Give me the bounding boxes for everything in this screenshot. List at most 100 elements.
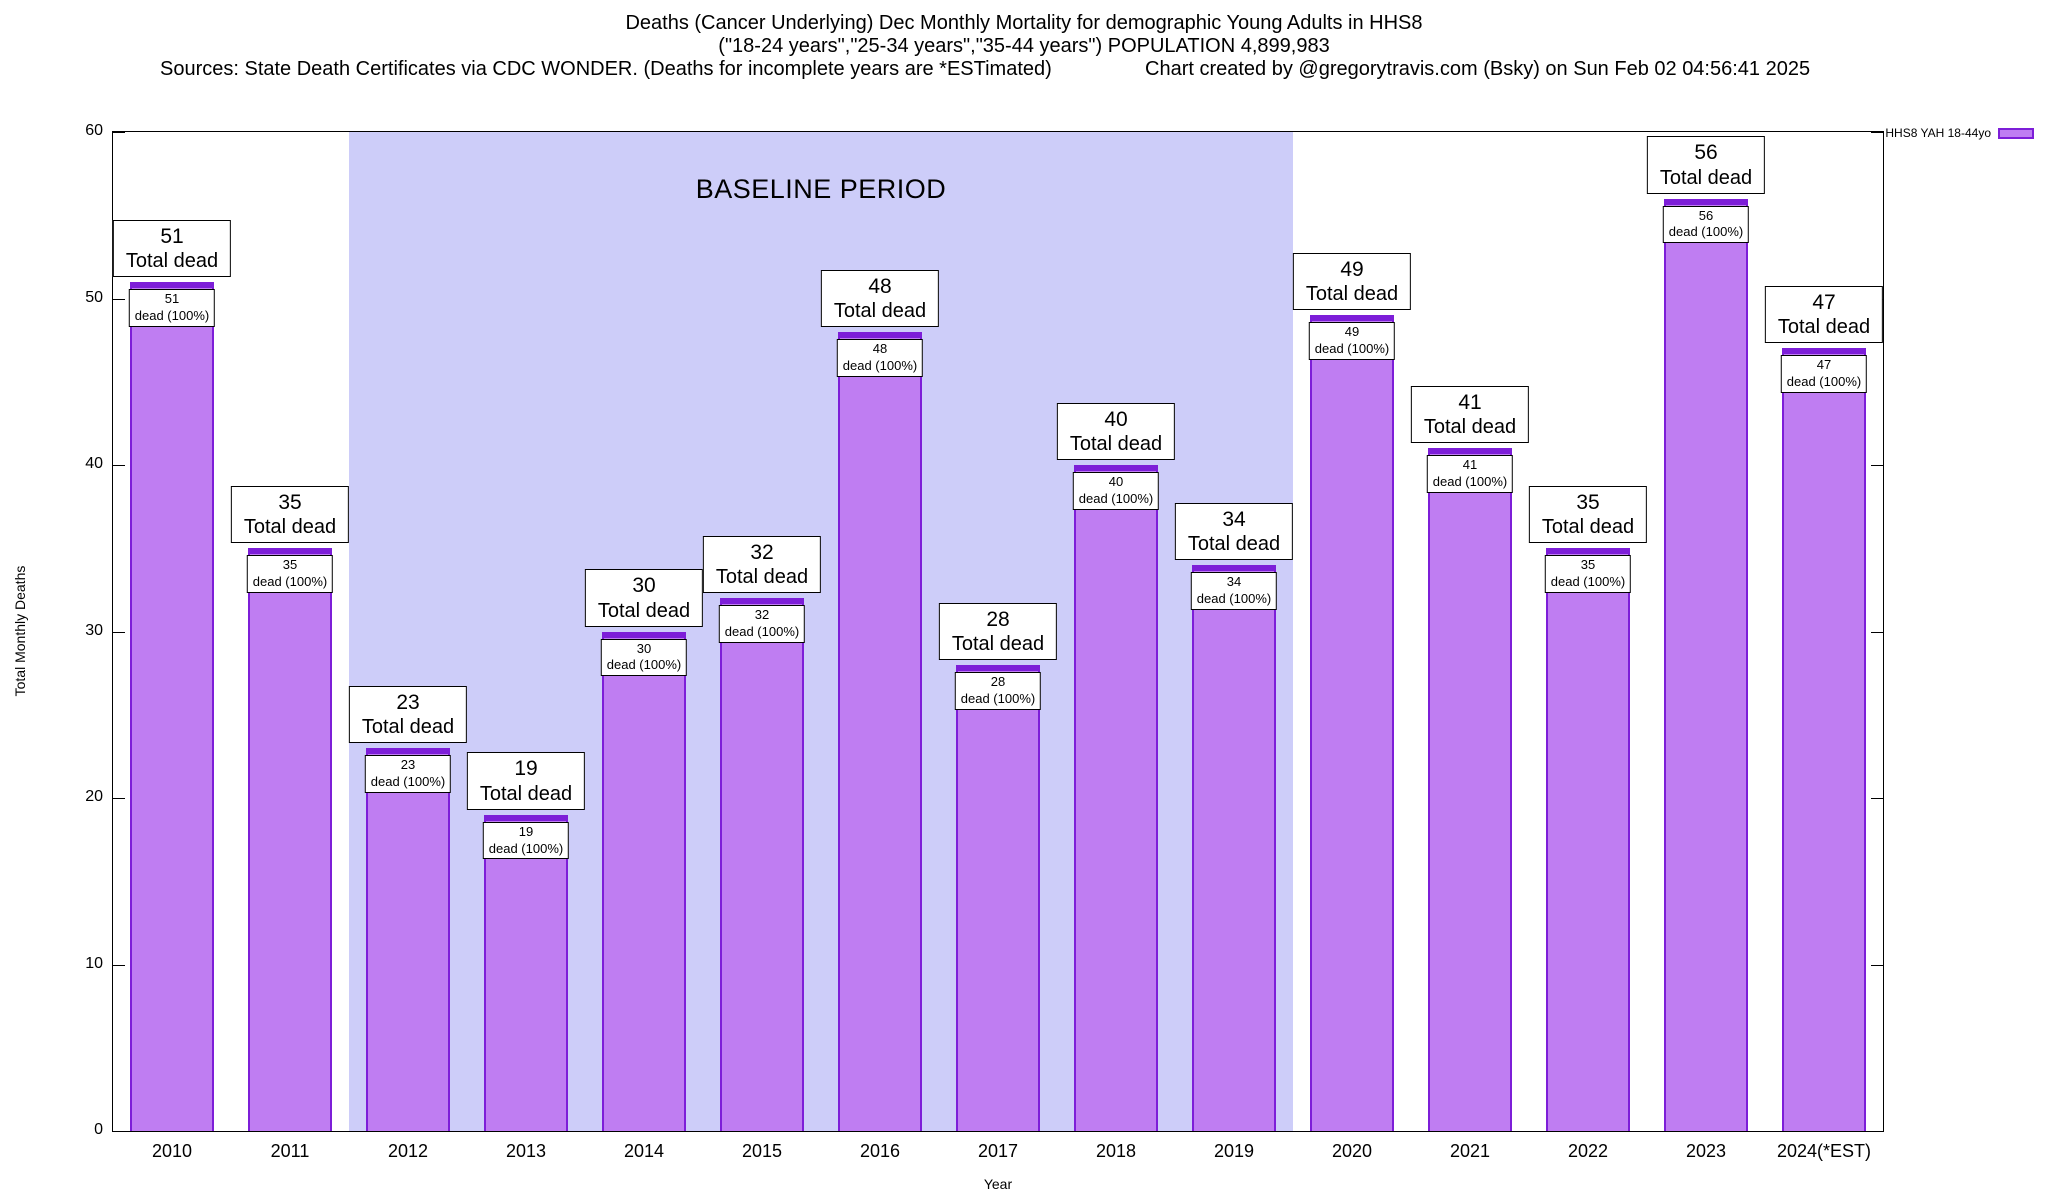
bar-total-value: 40 [1104, 407, 1128, 431]
bar-inner-label: 28 dead (100%) [954, 671, 1042, 710]
bar [483, 814, 569, 1131]
chart-title: Deaths (Cancer Underlying) Dec Monthly M… [625, 12, 1423, 34]
bar-total-label: 56 Total dead [1646, 136, 1766, 194]
bar-total-text: Total dead [1541, 516, 1635, 539]
bar-total-text: Total dead [715, 566, 809, 589]
bar-inner-text: dead (100%) [1786, 374, 1862, 390]
bar [837, 331, 923, 1131]
bar-inner-label: 30 dead (100%) [600, 638, 688, 677]
bar-inner-label: 48 dead (100%) [836, 338, 924, 377]
bar-total-text: Total dead [125, 249, 219, 272]
bar [1073, 465, 1159, 1131]
y-tick-label: 40 [85, 455, 103, 472]
bar-total-label: 35 Total dead [1528, 486, 1648, 544]
bar-inner-label: 23 dead (100%) [364, 755, 452, 793]
bar-total-label: 51 Total dead [112, 219, 232, 277]
bar-total-value: 51 [160, 224, 184, 248]
bar-inner-value: 30 [636, 640, 652, 656]
bar-total-value: 23 [396, 690, 420, 714]
x-tick-label: 2015 [741, 1141, 783, 1161]
bar-total-label: 49 Total dead [1292, 252, 1412, 311]
legend: HHS8 YAH 18-44yo [1885, 126, 2034, 140]
bar-total-text: Total dead [597, 599, 691, 622]
x-tick-label: 2014 [623, 1141, 665, 1161]
y-tick-mark [1871, 631, 1883, 633]
bar-inner-label: 41 dead (100%) [1426, 455, 1514, 494]
bar-total-text: Total dead [1069, 433, 1163, 455]
bar-inner-value: 41 [1462, 457, 1478, 473]
y-tick-mark [113, 298, 125, 300]
baseline-period-label: BASELINE PERIOD [695, 174, 947, 204]
bar-inner-label: 35 dead (100%) [246, 555, 334, 594]
bar-total-value: 32 [750, 541, 774, 565]
bar-inner-value: 51 [164, 290, 180, 306]
bar-inner-text: dead (100%) [488, 840, 564, 856]
bar-inner-value: 48 [872, 340, 888, 356]
x-tick-label: 2019 [1213, 1141, 1255, 1161]
bar-inner-value: 28 [990, 673, 1006, 689]
bar-total-label: 28 Total dead [938, 602, 1058, 660]
bar [1191, 564, 1277, 1131]
bar-inner-label: 19 dead (100%) [482, 821, 570, 860]
bar-inner-text: dead (100%) [1550, 574, 1626, 590]
bar-total-label: 35 Total dead [230, 486, 350, 544]
bar-total-label: 34 Total dead [1174, 502, 1294, 560]
bar-inner-value: 47 [1816, 357, 1832, 373]
bar-inner-value: 49 [1344, 324, 1360, 340]
x-tick-label: 2011 [270, 1141, 310, 1161]
y-tick-label: 20 [85, 788, 103, 805]
x-tick-label: 2022 [1567, 1141, 1609, 1161]
y-tick-label: 30 [85, 621, 103, 639]
bar-inner-text: dead (100%) [252, 574, 328, 590]
bar [719, 598, 805, 1131]
bar-inner-label: 51 dead (100%) [128, 288, 216, 327]
y-tick-mark [113, 465, 125, 466]
bar-total-value: 56 [1694, 141, 1718, 165]
bar [601, 631, 687, 1131]
bar-total-value: 35 [278, 491, 302, 515]
bar-total-label: 19 Total dead [466, 752, 586, 810]
bar-total-label: 48 Total dead [820, 269, 940, 327]
bar-inner-text: dead (100%) [370, 773, 446, 789]
bar-total-text: Total dead [1423, 416, 1517, 439]
bar [1781, 348, 1867, 1131]
y-tick-label: 10 [85, 954, 103, 972]
bar-total-value: 19 [514, 757, 538, 781]
y-tick-mark [1871, 132, 1883, 133]
bar [1545, 548, 1631, 1131]
bar-inner-text: dead (100%) [1668, 224, 1744, 240]
legend-label: HHS8 YAH 18-44yo [1885, 126, 1991, 140]
x-tick-label: 2021 [1449, 1141, 1491, 1161]
bar-total-value: 41 [1458, 391, 1482, 415]
y-tick-mark [1871, 465, 1883, 466]
bar-total-text: Total dead [1187, 532, 1281, 555]
bar-inner-value: 40 [1108, 474, 1124, 489]
y-tick-mark [1871, 1131, 1883, 1132]
bar-inner-text: dead (100%) [842, 357, 918, 373]
bar-inner-text: dead (100%) [1432, 474, 1508, 490]
bar-total-text: Total dead [951, 632, 1045, 655]
bar-inner-value: 19 [518, 823, 534, 839]
x-axis-title: Year [983, 1176, 1013, 1192]
x-tick-label: 2010 [151, 1141, 193, 1161]
bar-inner-text: dead (100%) [960, 690, 1036, 706]
plot-area: BASELINE PERIOD 0 10 20 30 40 50 60 51 Total dead… [85, 122, 1884, 1161]
bar-total-label: 32 Total dead [702, 536, 822, 594]
x-tick-label: 2016 [859, 1141, 901, 1161]
bar-total-text: Total dead [1659, 166, 1753, 189]
bar-total-value: 47 [1812, 291, 1836, 315]
bar [129, 281, 215, 1131]
x-tick-label: 2018 [1095, 1141, 1137, 1161]
bar-total-label: 41 Total dead [1410, 386, 1530, 444]
y-axis-title: Total Monthly Deaths [12, 565, 28, 697]
y-tick-label: 0 [94, 1121, 103, 1138]
bar-inner-text: dead (100%) [1314, 341, 1390, 357]
bar-total-text: Total dead [833, 299, 927, 322]
bar-total-text: Total dead [243, 516, 337, 539]
bar-inner-text: dead (100%) [134, 307, 210, 323]
bar [1309, 315, 1395, 1131]
bar-total-label: 23 Total dead [348, 685, 468, 744]
bar-inner-label: 49 dead (100%) [1308, 322, 1396, 360]
bar-inner-label: 47 dead (100%) [1780, 355, 1868, 394]
